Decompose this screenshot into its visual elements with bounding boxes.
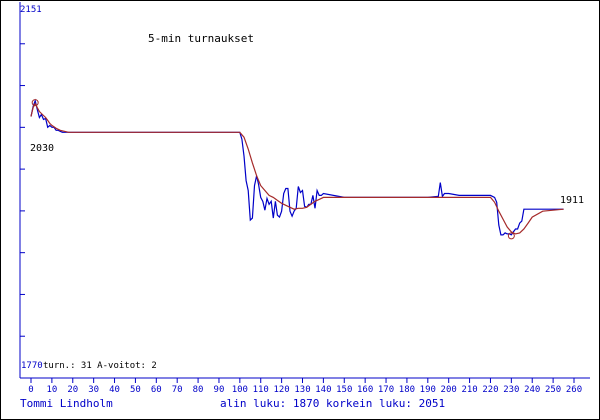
x-tick-label: 120 [273, 385, 289, 395]
marker-circle-2 [507, 232, 515, 240]
stats-line: turn.: 31 A-voitot: 2 [43, 361, 157, 371]
x-tick-label: 90 [214, 385, 225, 395]
chart-title: 5-min turnaukset [148, 32, 254, 45]
x-tick-label: 180 [399, 385, 415, 395]
x-tick-label: 170 [378, 385, 394, 395]
x-tick-label: 10 [46, 385, 57, 395]
series-line-2 [30, 102, 564, 235]
x-tick-label: 60 [151, 385, 162, 395]
x-tick-label: 250 [545, 385, 561, 395]
x-tick-label: 100 [232, 385, 248, 395]
x-tick-label: 220 [482, 385, 498, 395]
x-tick-label: 210 [461, 385, 477, 395]
footer-stats: alin luku: 1870 korkein luku: 2051 [220, 397, 445, 410]
x-tick-label: 160 [357, 385, 373, 395]
x-tick-label: 50 [130, 385, 141, 395]
x-tick-label: 230 [503, 385, 519, 395]
y-top-label: 2151 [20, 5, 42, 15]
series-layer [30, 98, 564, 236]
x-tick-label: 140 [315, 385, 331, 395]
y-bottom-label: 1770 [21, 361, 43, 371]
x-tick-label: 30 [88, 385, 99, 395]
x-tick-label: 40 [109, 385, 120, 395]
x-tick-label: 20 [67, 385, 78, 395]
x-tick-label: 0 [28, 385, 33, 395]
x-tick-label: 70 [172, 385, 183, 395]
x-tick-label: 190 [420, 385, 436, 395]
x-tick-label: 150 [336, 385, 352, 395]
footer-author: Tommi Lindholm [20, 397, 113, 410]
x-tick-label: 130 [294, 385, 310, 395]
series-line-1 [30, 98, 564, 236]
axes: 0 10 20 30 40 50 60 70 80 90 100 110 120 130 140 150 160… [19, 2, 590, 395]
end-value-label: 1911 [560, 195, 584, 206]
x-tick-label: 240 [524, 385, 540, 395]
x-tick-label: 200 [441, 385, 457, 395]
x-tick-label: 260 [566, 385, 582, 395]
x-tick-label: 110 [253, 385, 269, 395]
x-tick-label: 80 [193, 385, 204, 395]
start-value-label: 2030 [30, 143, 54, 154]
marker-layer [31, 99, 515, 240]
marker-circle-1 [31, 99, 39, 107]
